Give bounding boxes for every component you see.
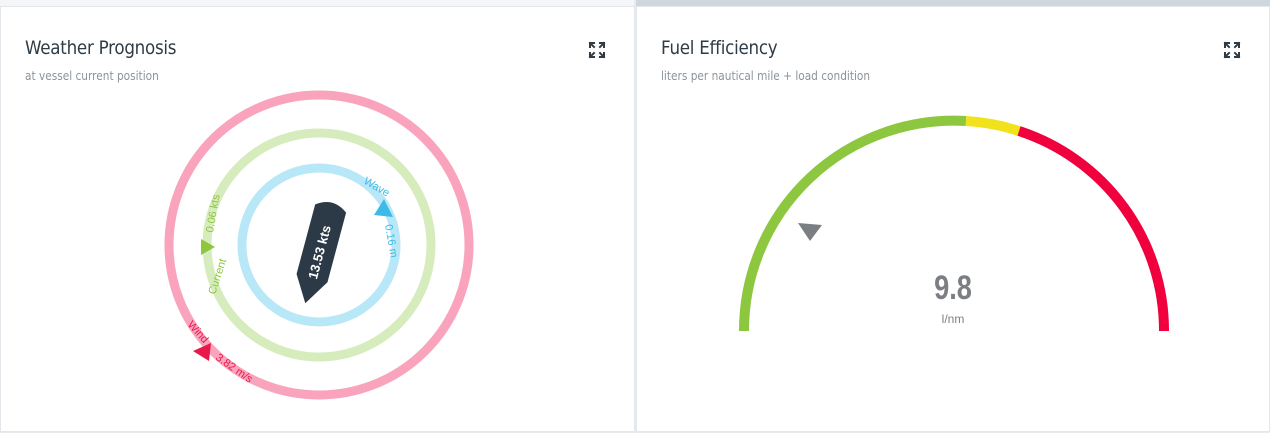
expand-icon: [1223, 41, 1241, 59]
wind-value: 3.82 m/s: [213, 352, 255, 386]
expand-icon: [588, 41, 606, 59]
weather-card-subtitle: at vessel current position: [25, 69, 159, 83]
current-value: 0.06 kts: [204, 193, 223, 234]
fuel-gauge-red-zone: [1017, 126, 1170, 332]
wind-arrow-icon: [193, 343, 211, 361]
weather-rose: Wave 0.16 m 0.06 kts Current Wind 3.82 m…: [164, 90, 474, 400]
wave-value: 0.16 m: [382, 223, 400, 258]
wave-ring: [237, 163, 401, 327]
weather-expand-button[interactable]: [588, 41, 606, 59]
fuel-gauge-marker-icon: [798, 223, 822, 241]
fuel-efficiency-unit: l/nm: [941, 312, 965, 326]
fuel-card-subtitle: liters per nautical mile + load conditio…: [661, 69, 871, 83]
wind-ring: [164, 90, 474, 400]
fuel-efficiency-value: 9.8: [934, 269, 972, 307]
weather-card-title: Weather Prognosis: [25, 37, 177, 59]
fuel-expand-button[interactable]: [1223, 41, 1241, 59]
top-strip-right: [636, 0, 1270, 6]
wave-arrow-icon: [374, 199, 393, 217]
fuel-efficiency-card: Fuel Efficiency liters per nautical mile…: [636, 6, 1270, 432]
top-strip-left: [0, 0, 634, 6]
fuel-gauge-green-zone: [738, 115, 967, 332]
fuel-card-title: Fuel Efficiency: [661, 37, 778, 59]
fuel-gauge: [738, 115, 1170, 332]
fuel-gauge-yellow-zone: [965, 116, 1021, 136]
weather-prognosis-card: Weather Prognosis at vessel current posi…: [0, 6, 635, 432]
current-arrow-icon: [201, 239, 215, 255]
vessel-heading-pointer: 13.53 kts: [296, 202, 347, 304]
